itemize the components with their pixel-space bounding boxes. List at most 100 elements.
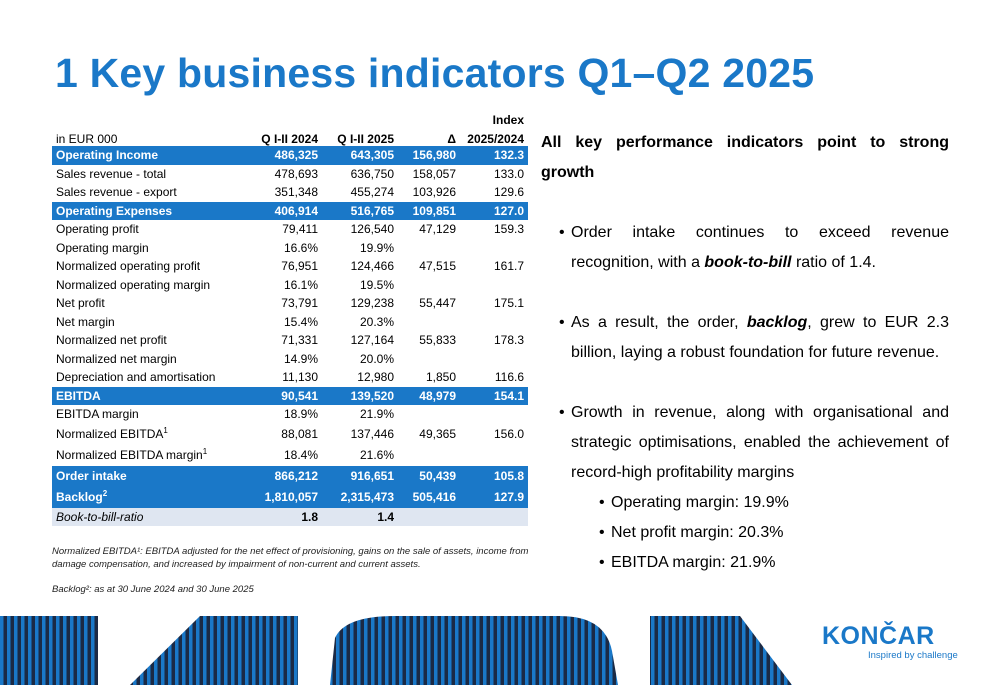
value-2024: 88,081 [281, 426, 318, 441]
value-2025: 636,750 [350, 166, 394, 181]
stripe-block-left [0, 616, 98, 685]
table-row: Order intake 866,212 916,651 50,439 105.8 [52, 465, 528, 487]
value-index: 129.6 [493, 185, 524, 199]
value-2025: 19.5% [359, 277, 394, 292]
row-label: Operating profit [56, 222, 139, 236]
value-delta: 47,129 [419, 222, 456, 236]
row-label: Normalized EBITDA margin1 [56, 446, 208, 462]
value-2025: 12,980 [357, 370, 394, 384]
value-2025: 20.3% [359, 314, 394, 329]
value-index [460, 507, 528, 526]
value-2024: 71,331 [281, 333, 318, 347]
value-delta: 50,439 [398, 465, 460, 487]
value-delta [398, 239, 460, 258]
value-2025: 139,520 [322, 386, 398, 405]
logo-tagline: Inspired by challenge [868, 650, 958, 661]
value-2025: 127,164 [350, 333, 394, 347]
table-row: Operating margin 16.6% 19.9% [52, 239, 528, 258]
value-index: 154.1 [460, 386, 528, 405]
value-2025: 20.0% [359, 351, 394, 366]
row-label: Backlog2 [52, 486, 246, 508]
value-delta: 103,926 [412, 185, 456, 199]
value-index: 178.3 [493, 333, 524, 347]
value-2024: 76,951 [281, 259, 318, 273]
value-2024: 14.9% [283, 351, 318, 366]
value-2024: 1.8 [246, 507, 322, 526]
row-label: EBITDA [52, 386, 246, 405]
table-row: Normalized net margin 14.9% 20.0% [52, 350, 528, 369]
summary-lead-end: growth [541, 164, 595, 181]
sub-bullet-net-profit-margin: • Net profit margin: 20.3% [599, 524, 784, 541]
value-2025: 129,238 [350, 296, 394, 310]
bullet-order-intake: • Order intake continues to exceed reven… [541, 218, 949, 278]
table-row: Normalized operating profit 76,951 124,466… [52, 257, 528, 276]
value-2024: 16.6% [283, 240, 318, 255]
value-delta: 1,850 [425, 370, 456, 384]
stripe-block-arch [330, 616, 618, 685]
value-index [460, 405, 528, 424]
value-index: 133.0 [493, 166, 524, 181]
value-index: 127.9 [460, 486, 528, 508]
value-2024: 1,810,057 [246, 486, 322, 508]
value-2024: 73,791 [281, 296, 318, 310]
row-label: Operating Income [52, 146, 246, 165]
value-index [460, 313, 528, 332]
value-2025: 126,540 [350, 222, 394, 236]
value-delta: 156,980 [398, 146, 460, 165]
row-label: Depreciation and amortisation [56, 370, 216, 384]
table-row: Normalized EBITDA margin1 18.4% 21.6% [52, 445, 528, 466]
value-delta [398, 350, 460, 369]
stripe-block-wedge [130, 616, 298, 685]
value-2024: 406,914 [246, 201, 322, 220]
value-2025: 21.6% [359, 447, 394, 462]
footnote-marker: 1 [202, 446, 208, 456]
value-index: 105.8 [460, 465, 528, 487]
summary-lead: All key performance indicators point to … [541, 134, 949, 151]
row-label: Net profit [56, 296, 105, 310]
value-2024: 478,693 [274, 166, 318, 181]
value-2024: 16.1% [283, 277, 318, 292]
value-2025: 1.4 [322, 507, 398, 526]
value-delta: 55,833 [419, 333, 456, 347]
table-row: Operating profit 79,411 126,540 47,129 159.3 [52, 220, 528, 239]
value-index: 156.0 [493, 426, 524, 441]
value-delta: 55,447 [419, 296, 456, 310]
bullet-dot: • [559, 314, 565, 331]
value-index [460, 239, 528, 258]
value-2024: 486,325 [246, 146, 322, 165]
table-row: Net margin 15.4% 20.3% [52, 313, 528, 332]
value-2025: 21.9% [359, 407, 394, 421]
footnote-normalized-ebitda: Normalized EBITDA¹: EBITDA adjusted for … [52, 546, 529, 570]
value-2025: 137,446 [350, 426, 394, 441]
value-2024: 18.9% [283, 407, 318, 421]
row-label: Net margin [56, 314, 115, 329]
table-row: Net profit 73,791 129,238 55,447 175.1 [52, 294, 528, 313]
col-header-2024: Q I-II 2024 [261, 132, 318, 146]
koncar-logo: KONČAR [822, 622, 935, 650]
row-label: Sales revenue - total [56, 166, 167, 181]
footnote-marker: 2 [102, 488, 108, 498]
col-header-2025: Q I-II 2025 [337, 132, 394, 146]
value-delta [398, 405, 460, 424]
value-2024: 11,130 [282, 370, 318, 384]
kpi-table: Index in EUR 000 Q I-II 2024 Q I-II 2025… [52, 112, 528, 526]
value-2024: 18.4% [283, 447, 318, 462]
value-delta: 109,851 [398, 201, 460, 220]
value-delta: 158,057 [412, 166, 456, 181]
table-row: Normalized operating margin 16.1% 19.5% [52, 276, 528, 295]
value-delta: 47,515 [419, 259, 456, 273]
decorative-footer-stripes [0, 616, 792, 685]
slide-title: 1 Key business indicators Q1–Q2 2025 [55, 50, 815, 96]
value-2025: 19.9% [359, 240, 394, 255]
col-header-index: 2025/2024 [467, 132, 524, 146]
col-header-delta: Δ [447, 132, 456, 146]
table-row: EBITDA 90,541 139,520 48,979 154.1 [52, 386, 528, 405]
value-delta: 48,979 [398, 386, 460, 405]
value-delta [398, 507, 460, 526]
unit-label: in EUR 000 [56, 132, 118, 146]
bullet-dot: • [559, 404, 565, 421]
bullet-dot: • [559, 224, 565, 241]
value-index: 161.7 [493, 259, 524, 273]
value-index [460, 276, 528, 295]
sub-bullet-ebitda-margin: • EBITDA margin: 21.9% [599, 554, 776, 571]
